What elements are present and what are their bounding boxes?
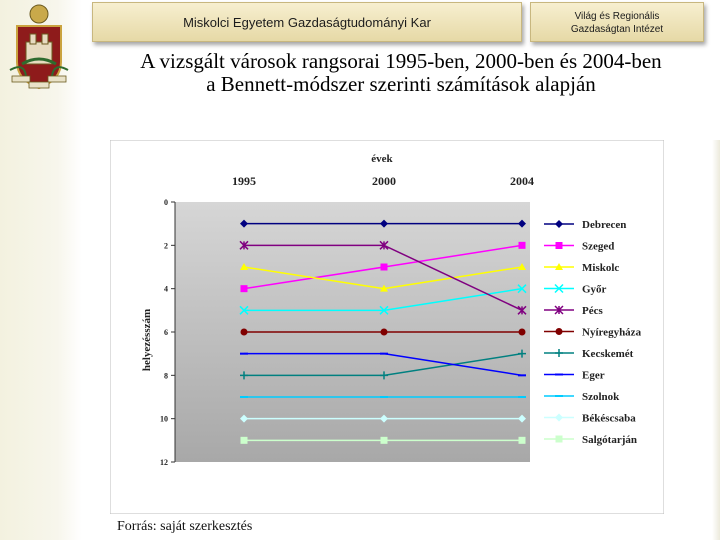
institute-name-line2: Gazdaságtan Intézet (570, 24, 664, 35)
x-tick-label-1995: 1995 (232, 174, 256, 188)
left-decorative-sidebar (0, 0, 82, 540)
right-decorative-bar (712, 140, 720, 540)
institute-header-box: Világ és Regionális Gazdaságtan Intézet (530, 2, 704, 42)
data-point-bekescsaba-2004 (518, 414, 526, 423)
data-point-nyiregyhaza-2004 (518, 328, 526, 336)
slide-title-line1: A vizsgált városok rangsorai 1995-ben, 2… (140, 49, 662, 73)
data-point-miskolc-2000 (380, 284, 388, 292)
legend-marker-nyiregyhaza (555, 328, 563, 335)
legend-label-debrecen: Debrecen (582, 219, 626, 231)
faculty-header-box: Miskolci Egyetem Gazdaságtudományi Kar (92, 2, 522, 42)
legend-label-gyor: Győr (582, 284, 607, 296)
legend-label-eger: Eger (582, 370, 605, 382)
data-point-pecs-2004 (517, 305, 527, 315)
data-point-gyor-1995 (239, 305, 249, 315)
data-point-eger-2000 (380, 352, 388, 355)
legend-label-kecskemet: Kecskemét (582, 348, 634, 360)
legend-label-szolnok: Szolnok (582, 391, 620, 403)
data-point-nyiregyhaza-2000 (380, 328, 388, 336)
data-point-szeged-2000 (380, 263, 388, 271)
data-point-salgotarjan-1995 (240, 436, 248, 444)
data-point-pecs-2000 (379, 240, 389, 250)
data-point-kecskemet-1995 (240, 371, 248, 380)
legend-label-bekescsaba: Békéscsaba (582, 413, 636, 425)
rank-line-chart: évek helyezésszám 1995 2000 2004024681012 … (110, 140, 664, 514)
y-tick-label-6: 6 (164, 328, 168, 337)
legend-marker-szolnok (555, 395, 563, 397)
data-point-salgotarjan-2000 (380, 436, 388, 444)
y-tick-label-8: 8 (164, 371, 168, 380)
legend-marker-pecs (554, 305, 564, 315)
university-crest-icon (9, 4, 69, 90)
legend-marker-debrecen (555, 220, 563, 228)
data-point-szeged-1995 (240, 285, 248, 293)
data-point-debrecen-2004 (518, 219, 526, 228)
data-point-debrecen-1995 (240, 219, 248, 228)
data-point-bekescsaba-2000 (380, 414, 388, 423)
legend-label-salgotarjan: Salgótarján (582, 434, 637, 446)
legend-marker-eger (555, 373, 563, 376)
data-point-bekescsaba-1995 (240, 414, 248, 423)
legend-label-szeged: Szeged (582, 241, 614, 253)
y-tick-label-10: 10 (160, 415, 168, 424)
data-point-eger-2004 (518, 374, 526, 377)
y-tick-label-0: 0 (164, 198, 168, 207)
legend-marker-miskolc (555, 263, 563, 270)
legend-marker-gyor (554, 283, 564, 294)
x-tick-label-2000: 2000 (372, 174, 396, 188)
data-point-miskolc-2004 (518, 263, 526, 270)
institute-name-line1: Világ és Regionális (574, 11, 660, 22)
data-point-miskolc-1995 (240, 263, 248, 270)
data-point-gyor-2004 (517, 284, 527, 294)
y-tick-label-2: 2 (164, 241, 168, 250)
data-point-szeged-2004 (518, 241, 526, 249)
legend-label-pecs: Pécs (582, 305, 603, 317)
data-point-szolnok-1995 (240, 396, 248, 398)
legend-label-nyiregyhaza: Nyíregyháza (582, 327, 642, 339)
data-point-debrecen-2000 (380, 219, 388, 228)
legend-marker-bekescsaba (555, 413, 563, 422)
data-point-kecskemet-2000 (380, 371, 388, 380)
x-tick-label-2004: 2004 (510, 174, 534, 188)
legend-marker-kecskemet (555, 349, 563, 357)
source-note: Forrás: saját szerkesztés (117, 519, 253, 534)
legend-label-miskolc: Miskolc (582, 262, 619, 274)
legend-marker-szeged (555, 242, 563, 249)
data-point-kecskemet-2004 (518, 349, 526, 358)
y-tick-label-12: 12 (160, 458, 168, 467)
data-point-szolnok-2004 (518, 396, 526, 398)
data-point-eger-1995 (240, 352, 248, 355)
data-point-salgotarjan-2004 (518, 436, 526, 444)
chart-title: évek (371, 153, 393, 165)
y-axis-label: helyezésszám (141, 309, 153, 371)
data-point-szolnok-2000 (380, 396, 388, 398)
faculty-name: Miskolci Egyetem Gazdaságtudományi Kar (183, 15, 431, 30)
slide-title-line2: a Bennett-módszer szerinti számítások al… (206, 72, 596, 96)
y-tick-label-4: 4 (164, 285, 168, 294)
data-point-nyiregyhaza-1995 (240, 328, 248, 336)
legend-marker-salgotarjan (555, 435, 563, 443)
data-point-gyor-2000 (379, 305, 389, 315)
data-point-pecs-1995 (239, 240, 249, 250)
